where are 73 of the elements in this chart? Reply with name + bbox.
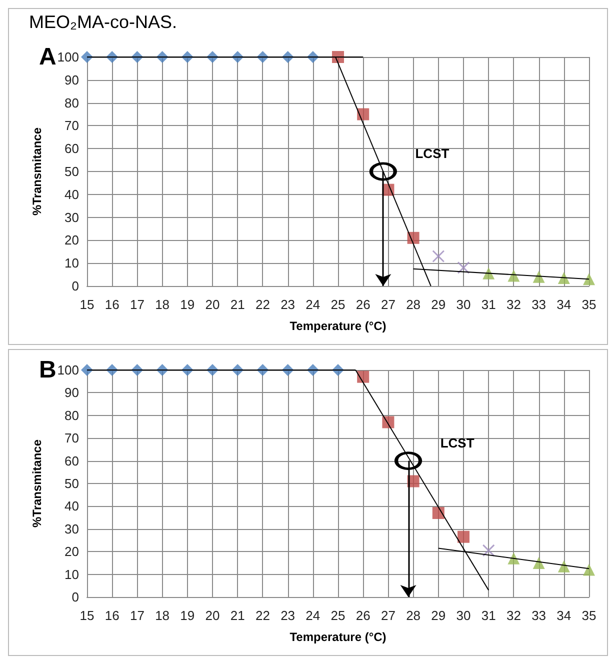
y-tick-label: 100 <box>57 50 79 64</box>
y-tick-label: 70 <box>64 118 79 134</box>
x-tick-label: 31 <box>481 297 496 312</box>
y-tick-label: 20 <box>64 544 79 560</box>
x-axis-title: Temperature (°C) <box>290 630 386 644</box>
chart-title: B <box>39 356 56 384</box>
x-tick-label: 27 <box>380 297 396 312</box>
x-tick-label: 25 <box>330 608 346 623</box>
x-tick-label: 24 <box>306 608 320 623</box>
x-tick-label: 26 <box>356 297 370 312</box>
annotation: LCST <box>415 146 450 161</box>
x-tick-label: 27 <box>380 608 396 623</box>
x-tick-label: 17 <box>130 297 144 312</box>
x-tick-label: 21 <box>230 297 245 312</box>
x-tick-label: 29 <box>431 608 446 623</box>
x-tick-label: 28 <box>406 608 421 623</box>
x-tick-label: 16 <box>104 608 120 623</box>
y-axis-title: %Transmitance <box>30 439 44 528</box>
x-tick-label: 19 <box>180 297 195 312</box>
y-tick-label: 40 <box>64 186 79 202</box>
y-tick-label: 100 <box>57 362 79 378</box>
y-tick-label: 0 <box>72 590 79 604</box>
x-tick-label: 18 <box>155 608 170 623</box>
y-tick-label: 30 <box>64 210 79 225</box>
x-tick-label: 25 <box>330 297 346 312</box>
x-tick-label: 21 <box>230 608 245 623</box>
x-tick-label: 26 <box>356 608 370 623</box>
y-tick-label: 70 <box>64 430 79 446</box>
y-tick-label: 10 <box>64 566 79 582</box>
text: MEO₂MA-co-NAS. <box>29 12 177 32</box>
x-tick-label: 20 <box>205 608 220 623</box>
x-tick-label: 32 <box>506 608 521 623</box>
x-axis-title: Temperature (°C) <box>290 319 386 333</box>
x-tick-label: 15 <box>80 297 94 312</box>
x-tick-label: 28 <box>406 297 421 312</box>
x-tick-label: 15 <box>80 608 94 623</box>
annotation: LCST <box>440 435 474 450</box>
x-tick-label: 23 <box>280 297 296 312</box>
chart-title: A <box>39 44 56 70</box>
x-tick-label: 19 <box>180 608 195 623</box>
y-tick-label: 60 <box>64 141 79 156</box>
x-tick-label: 22 <box>255 297 270 312</box>
x-tick-label: 30 <box>456 297 471 312</box>
y-axis-title: %Transmitance <box>30 127 44 216</box>
x-tick-label: 31 <box>481 608 496 623</box>
y-tick-label: 50 <box>64 476 79 491</box>
y-tick-label: 10 <box>64 256 79 271</box>
x-tick-label: 32 <box>506 297 521 312</box>
x-tick-label: 22 <box>255 608 270 623</box>
x-tick-label: 33 <box>532 608 546 623</box>
y-tick-label: 20 <box>64 232 79 248</box>
y-tick-label: 60 <box>64 453 79 468</box>
y-tick-label: 40 <box>64 498 79 514</box>
x-tick-label: 17 <box>130 608 144 623</box>
x-tick-label: 35 <box>582 297 596 312</box>
x-tick-label: 29 <box>431 297 446 312</box>
x-tick-label: 30 <box>456 608 471 623</box>
x-tick-label: 20 <box>205 297 220 312</box>
x-tick-label: 16 <box>104 297 120 312</box>
x-tick-label: 34 <box>556 608 572 623</box>
y-tick-label: 90 <box>64 385 79 400</box>
y-tick-label: 30 <box>64 521 79 536</box>
y-tick-label: 0 <box>72 278 79 294</box>
x-tick-label: 35 <box>582 608 596 623</box>
y-tick-label: 90 <box>64 72 79 88</box>
y-tick-label: 80 <box>64 408 79 423</box>
x-tick-label: 24 <box>306 297 320 312</box>
y-tick-label: 50 <box>64 164 79 179</box>
x-tick-label: 18 <box>155 297 170 312</box>
x-tick-label: 34 <box>556 297 572 312</box>
x-tick-label: 23 <box>280 608 296 623</box>
x-tick-label: 33 <box>532 297 546 312</box>
y-tick-label: 80 <box>64 95 79 110</box>
